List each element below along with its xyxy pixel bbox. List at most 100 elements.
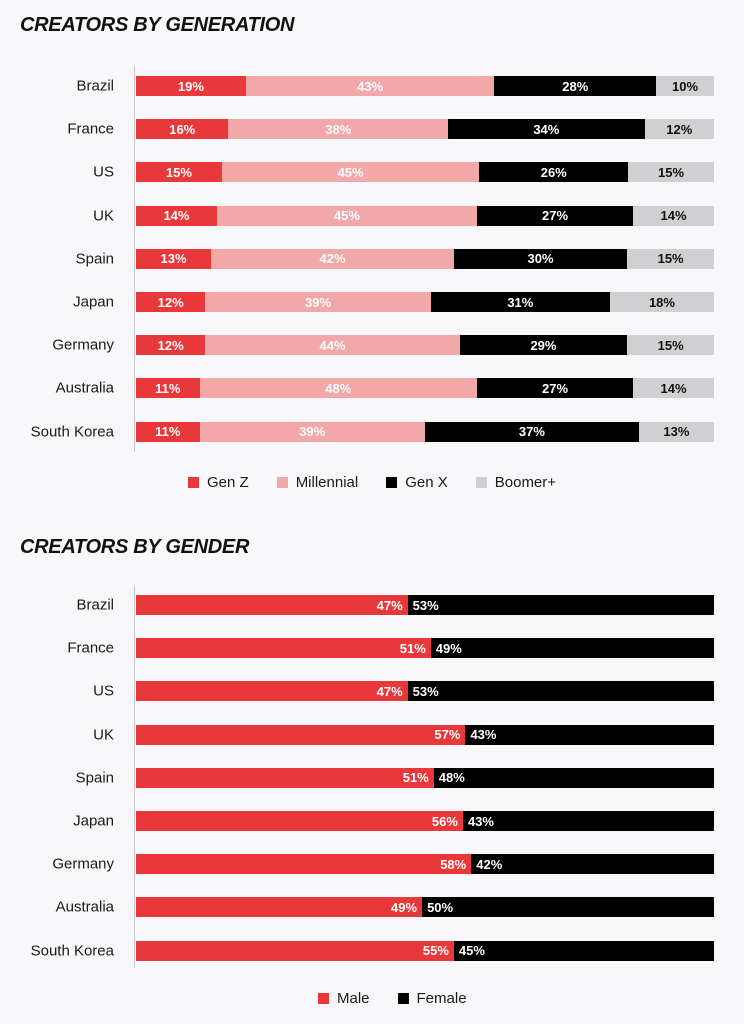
gender-legend-swatch-male — [318, 993, 329, 1004]
generation-legend-label-boomer: Boomer+ — [494, 474, 557, 491]
gender-legend-label-male: Male — [337, 990, 370, 1007]
generation-bar-france-gen-z: 16% — [136, 119, 229, 140]
gender-bar-row-spain: 51% 48% — [136, 767, 714, 788]
generation-bar-germany-gen-x: 29% — [459, 335, 628, 356]
generation-bar-australia-gen-x: 27% — [477, 378, 634, 399]
generation-bar-uk-boomer: 14% — [633, 205, 714, 226]
generation-bar-row-south-korea: 11% 39% 37% 13% — [136, 421, 714, 442]
generation-category-label-japan: Japan — [73, 293, 114, 311]
gender-bar-us-female: 53% — [407, 681, 714, 702]
gender-legend-item-female: Female — [397, 990, 467, 1007]
generation-bar-spain-gen-z: 13% — [136, 248, 212, 269]
gender-bar-spain-female: 48% — [433, 767, 714, 788]
gender-chart-title: CREATORS BY GENDER — [20, 536, 250, 558]
generation-bar-row-france: 16% 38% 34% 12% — [136, 119, 714, 140]
gender-bar-us-male: 47% — [136, 681, 408, 702]
gender-bar-south-korea-male: 55% — [136, 940, 454, 961]
generation-bar-south-korea-millennial: 39% — [199, 421, 425, 442]
generation-bar-brazil-boomer: 10% — [656, 76, 714, 96]
generation-bar-australia-gen-z: 11% — [136, 378, 200, 399]
generation-bar-south-korea-boomer: 13% — [638, 421, 714, 442]
gender-legend-label-female: Female — [416, 990, 467, 1007]
gender-bar-australia-male: 49% — [136, 897, 423, 918]
gender-bar-row-germany: 58% 42% — [136, 854, 714, 875]
generation-legend-swatch-boomer — [475, 477, 487, 488]
gender-bar-row-south-korea: 55% 45% — [136, 940, 714, 961]
generation-legend-label-millennial: Millennial — [295, 474, 359, 491]
generation-bar-uk-gen-z: 14% — [136, 205, 217, 226]
gender-bar-france-male: 51% — [136, 638, 431, 659]
gender-axis-line — [134, 586, 135, 968]
generation-bar-spain-gen-x: 30% — [453, 248, 628, 269]
generation-category-label-germany: Germany — [52, 336, 114, 354]
generation-legend-item-boomer: Boomer+ — [475, 474, 557, 491]
generation-bar-japan-gen-z: 12% — [136, 292, 206, 312]
generation-bar-us-millennial: 45% — [221, 162, 480, 183]
gender-bar-row-uk: 57% 43% — [136, 724, 714, 745]
generation-bar-brazil-gen-x: 28% — [494, 76, 657, 96]
generation-bar-row-australia: 11% 48% 27% 14% — [136, 378, 714, 399]
gender-bar-uk-female: 43% — [465, 724, 714, 745]
generation-bar-us-gen-z: 15% — [136, 162, 222, 183]
generation-bar-france-boomer: 12% — [644, 119, 714, 140]
gender-bar-row-france: 51% 49% — [136, 638, 714, 659]
generation-bar-uk-gen-x: 27% — [477, 205, 634, 226]
generation-bar-row-spain: 13% 42% 30% 15% — [136, 248, 714, 269]
gender-category-label-spain: Spain — [75, 769, 114, 787]
gender-bar-row-australia: 49% 50% — [136, 897, 714, 918]
gender-category-label-australia: Australia — [55, 898, 114, 916]
generation-bar-brazil-gen-z: 19% — [136, 76, 246, 96]
gender-category-label-brazil: Brazil — [76, 596, 114, 614]
gender-bar-germany-female: 42% — [471, 854, 714, 875]
gender-bar-uk-male: 57% — [136, 724, 466, 745]
generation-bar-uk-millennial: 45% — [216, 205, 477, 226]
generation-bar-germany-gen-z: 12% — [136, 335, 206, 356]
gender-bar-row-us: 47% 53% — [136, 681, 714, 702]
gender-bar-row-japan: 56% 43% — [136, 811, 714, 831]
gender-category-label-germany: Germany — [52, 855, 114, 873]
generation-legend-swatch-gen-x — [386, 477, 398, 488]
generation-category-label-uk: UK — [93, 207, 114, 225]
gender-bar-south-korea-female: 45% — [453, 940, 714, 961]
gender-category-label-japan: Japan — [73, 812, 114, 830]
generation-bar-france-millennial: 38% — [228, 119, 449, 140]
generation-legend-label-gen-z: Gen Z — [207, 474, 249, 491]
gender-category-label-south-korea: South Korea — [30, 942, 114, 960]
generation-category-label-south-korea: South Korea — [30, 423, 114, 441]
generation-axis-line — [134, 66, 135, 452]
gender-bar-japan-female: 43% — [462, 811, 714, 831]
generation-bar-germany-boomer: 15% — [627, 335, 714, 356]
gender-category-label-france: France — [67, 639, 114, 657]
generation-bar-australia-boomer: 14% — [633, 378, 714, 399]
generation-bar-row-germany: 12% 44% 29% 15% — [136, 335, 714, 356]
generation-legend: Gen Z Millennial Gen X Boomer+ — [188, 474, 556, 491]
generation-category-label-spain: Spain — [75, 250, 114, 268]
generation-bar-us-gen-x: 26% — [479, 162, 629, 183]
generation-bar-spain-millennial: 42% — [211, 248, 454, 269]
gender-bar-spain-male: 51% — [136, 767, 434, 788]
generation-bar-row-us: 15% 45% 26% 15% — [136, 162, 714, 183]
gender-category-label-uk: UK — [93, 726, 114, 744]
gender-legend: Male Female — [318, 990, 467, 1007]
gender-legend-swatch-female — [397, 993, 409, 1004]
gender-bar-australia-female: 50% — [422, 897, 714, 918]
generation-category-label-us: US — [93, 163, 114, 181]
generation-legend-item-gen-z: Gen Z — [188, 474, 249, 491]
generation-bar-japan-boomer: 18% — [609, 292, 714, 312]
gender-legend-item-male: Male — [318, 990, 370, 1007]
generation-category-label-france: France — [67, 120, 114, 138]
generation-category-label-brazil: Brazil — [76, 77, 114, 95]
generation-bar-australia-millennial: 48% — [199, 378, 478, 399]
gender-bar-japan-male: 56% — [136, 811, 463, 831]
generation-bar-row-japan: 12% 39% 31% 18% — [136, 292, 714, 312]
generation-bar-brazil-millennial: 43% — [245, 76, 495, 96]
gender-category-label-us: US — [93, 682, 114, 700]
generation-bar-spain-boomer: 15% — [627, 248, 714, 269]
generation-category-label-australia: Australia — [55, 379, 114, 397]
gender-bar-row-brazil: 47% 53% — [136, 595, 714, 615]
generation-legend-item-millennial: Millennial — [276, 474, 359, 491]
generation-bar-japan-millennial: 39% — [205, 292, 431, 312]
generation-bar-south-korea-gen-z: 11% — [136, 421, 200, 442]
generation-legend-swatch-millennial — [276, 477, 288, 488]
generation-bar-south-korea-gen-x: 37% — [424, 421, 639, 442]
